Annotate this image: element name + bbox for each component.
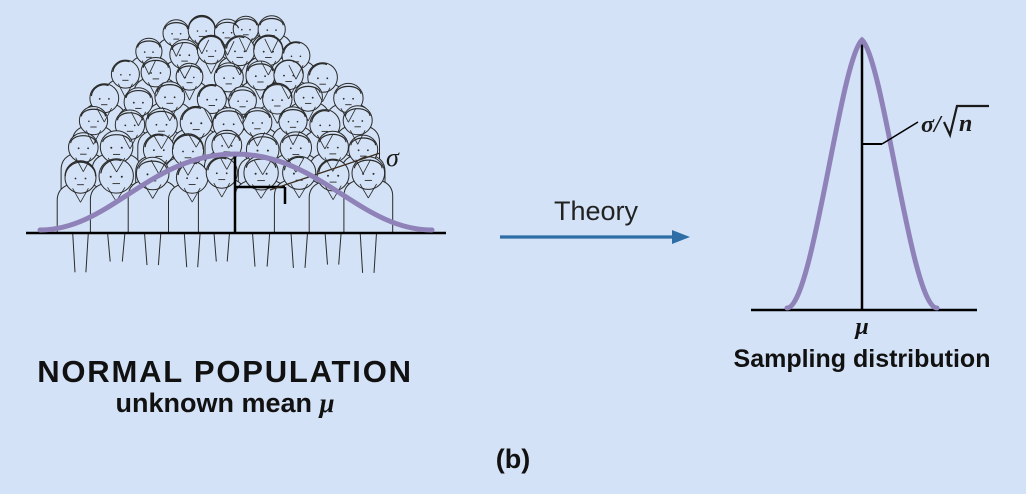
svg-text:σ/: σ/ bbox=[921, 112, 943, 138]
svg-text:μ: μ bbox=[853, 314, 868, 340]
svg-text:(b): (b) bbox=[496, 444, 530, 474]
svg-text:n: n bbox=[959, 111, 972, 137]
svg-text:NORMAL POPULATION: NORMAL POPULATION bbox=[37, 354, 413, 389]
svg-text:unknown mean μ: unknown mean μ bbox=[115, 388, 334, 418]
svg-text:Theory: Theory bbox=[554, 196, 639, 226]
svg-text:σ: σ bbox=[386, 143, 400, 172]
svg-text:Sampling distribution: Sampling distribution bbox=[734, 345, 991, 373]
